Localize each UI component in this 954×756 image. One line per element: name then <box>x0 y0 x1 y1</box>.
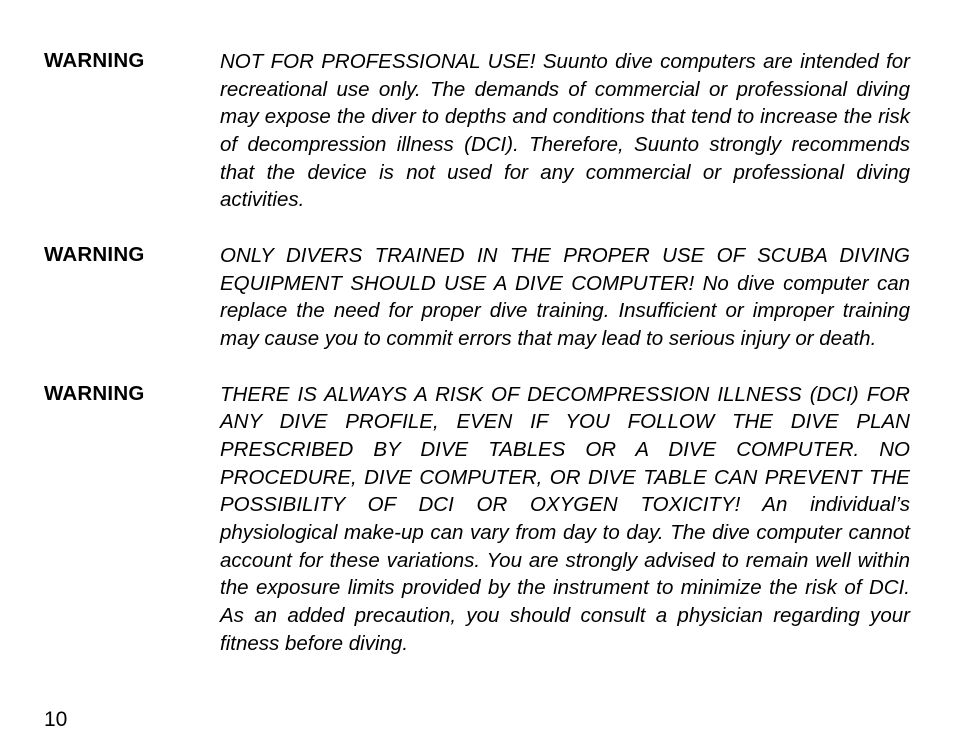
warning-label: WARNING <box>44 381 220 406</box>
warning-body: ONLY DIVERS TRAINED IN THE PROPER USE OF… <box>220 242 910 353</box>
warning-label: WARNING <box>44 48 220 73</box>
page-number: 10 <box>44 708 67 732</box>
warning-label: WARNING <box>44 242 220 267</box>
document-page: WARNING NOT FOR PROFESSIONAL USE! Suunto… <box>0 0 954 756</box>
warning-body: NOT FOR PROFESSIONAL USE! Suunto dive co… <box>220 48 910 214</box>
warning-body: THERE IS ALWAYS A RISK OF DECOMPRESSION … <box>220 381 910 658</box>
warning-block: WARNING THERE IS ALWAYS A RISK OF DECOMP… <box>44 381 910 658</box>
warning-block: WARNING NOT FOR PROFESSIONAL USE! Suunto… <box>44 48 910 214</box>
warning-block: WARNING ONLY DIVERS TRAINED IN THE PROPE… <box>44 242 910 353</box>
